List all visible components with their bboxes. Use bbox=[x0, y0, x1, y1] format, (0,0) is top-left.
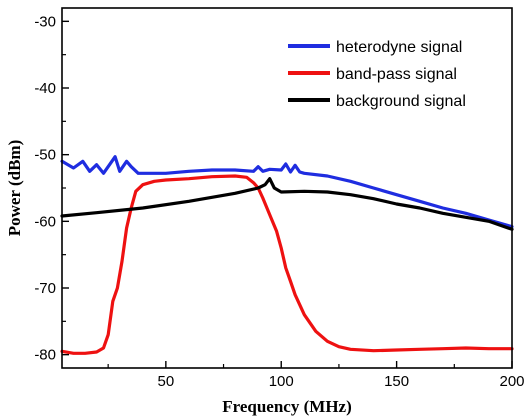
y-tick-label: -60 bbox=[34, 213, 56, 230]
legend-label-2: background signal bbox=[336, 93, 466, 110]
y-tick-label: -30 bbox=[34, 13, 56, 30]
x-axis-title: Frequency (MHz) bbox=[222, 397, 352, 416]
legend: heterodyne signal band-pass signal backgro… bbox=[288, 39, 466, 110]
y-tick-label: -40 bbox=[34, 80, 56, 97]
y-tick-label: -50 bbox=[34, 147, 56, 164]
axis-ticks: 50 100 150 200 -80 -70 -60 -50 -40 -30 bbox=[34, 13, 524, 390]
plot-lines bbox=[60, 155, 514, 355]
legend-label-0: heterodyne signal bbox=[336, 39, 462, 56]
x-tick-label: 200 bbox=[499, 373, 524, 390]
y-axis-title: Power (dBm) bbox=[5, 140, 24, 236]
y-tick-label: -70 bbox=[34, 280, 56, 297]
series-line-0 bbox=[60, 155, 514, 229]
series-line-2 bbox=[60, 177, 514, 231]
y-tick-label: -80 bbox=[34, 347, 56, 364]
x-tick-label: 150 bbox=[384, 373, 409, 390]
legend-label-1: band-pass signal bbox=[336, 66, 457, 83]
x-tick-label: 50 bbox=[158, 373, 175, 390]
x-tick-label: 100 bbox=[269, 373, 294, 390]
